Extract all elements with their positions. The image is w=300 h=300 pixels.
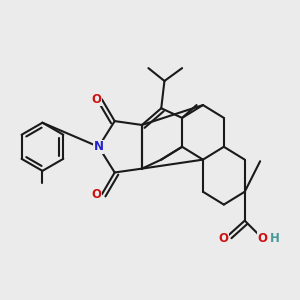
Text: O: O [91, 93, 101, 106]
Text: H: H [270, 232, 280, 245]
Text: O: O [91, 188, 101, 201]
Text: N: N [94, 140, 103, 153]
Text: O: O [219, 232, 229, 245]
Text: O: O [257, 232, 267, 245]
